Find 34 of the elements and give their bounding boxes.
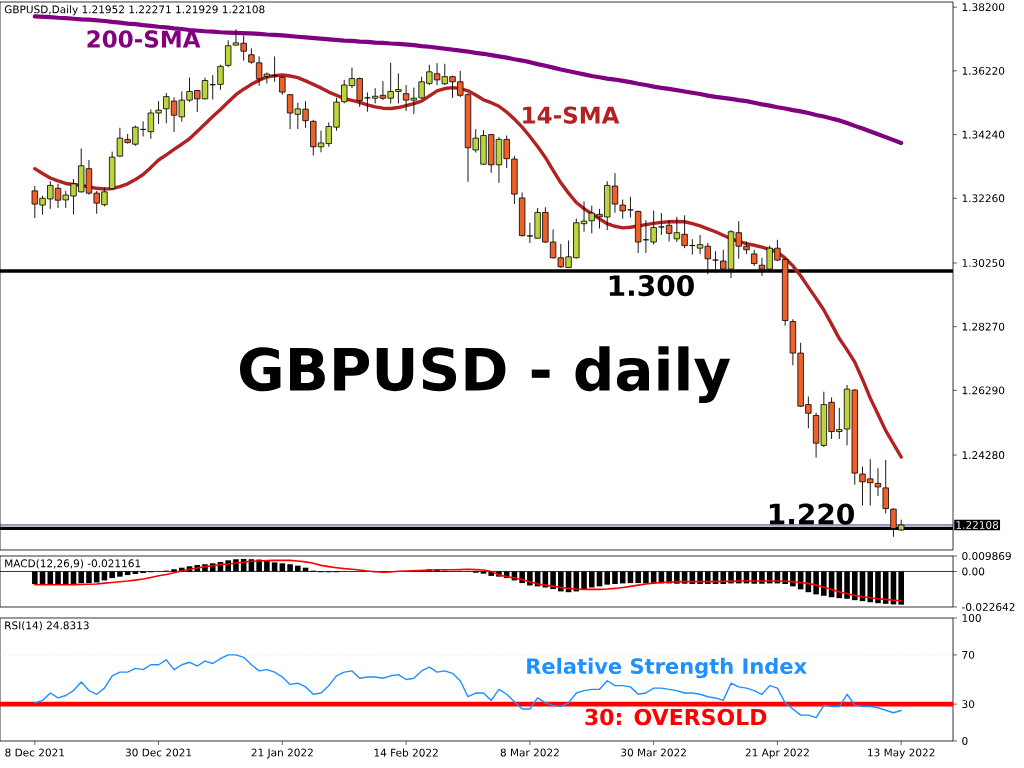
y-tick-label: -0.022642	[962, 603, 1015, 611]
chart-title: RSI(14) 24.8313	[5, 621, 89, 631]
series-label: Relative Strength Index	[527, 657, 807, 679]
x-tick-label: 13 May 2022	[868, 748, 935, 759]
y-tick-label: 1.26290	[962, 386, 1005, 395]
chart-title: MACD(12,26,9) -0.021161	[5, 559, 141, 569]
y-tick-label: 1.30250	[962, 258, 1005, 267]
ref-line-label: 1.22108	[956, 520, 999, 529]
y-tick-label: 0	[962, 737, 968, 745]
y-tick-label: 1.24280	[962, 451, 1005, 460]
y-tick-label: 0.009869	[962, 552, 1011, 560]
ref-line-label: 1.300	[609, 275, 694, 297]
y-tick-label: 1.38200	[962, 3, 1005, 12]
x-tick-label: 21 Apr 2022	[745, 748, 809, 759]
y-tick-label: 1.32260	[962, 194, 1005, 203]
y-tick-label: 0.00	[962, 567, 985, 576]
chart-title: GBPUSD,Daily 1.21952 1.22271 1.21929 1.22108	[4, 5, 265, 16]
x-tick-label: 8 Mar 2022	[500, 748, 559, 757]
y-tick-label: 30	[962, 700, 975, 709]
x-tick-label: 30 Mar 2022	[621, 748, 686, 757]
y-tick-label: 1.34240	[962, 130, 1005, 139]
x-tick-label: 21 Jan 2022	[251, 748, 313, 759]
y-tick-label: 70	[962, 650, 975, 659]
y-tick-label: 100	[962, 614, 981, 622]
x-tick-label: 8 Dec 2021	[5, 748, 65, 757]
annotation: GBPUSD - daily	[240, 346, 731, 403]
ref-line-label: 30: OVERSOLD	[585, 708, 767, 726]
series-label: 200-SMA	[87, 30, 201, 48]
y-tick-label: 1.28270	[962, 322, 1005, 331]
x-tick-label: 14 Feb 2022	[374, 748, 438, 757]
y-tick-label: 1.36220	[962, 66, 1005, 75]
x-tick-label: 30 Dec 2021	[125, 748, 192, 757]
ref-line-label: 1.220	[769, 503, 854, 525]
series-label: 14-SMA	[523, 106, 620, 124]
